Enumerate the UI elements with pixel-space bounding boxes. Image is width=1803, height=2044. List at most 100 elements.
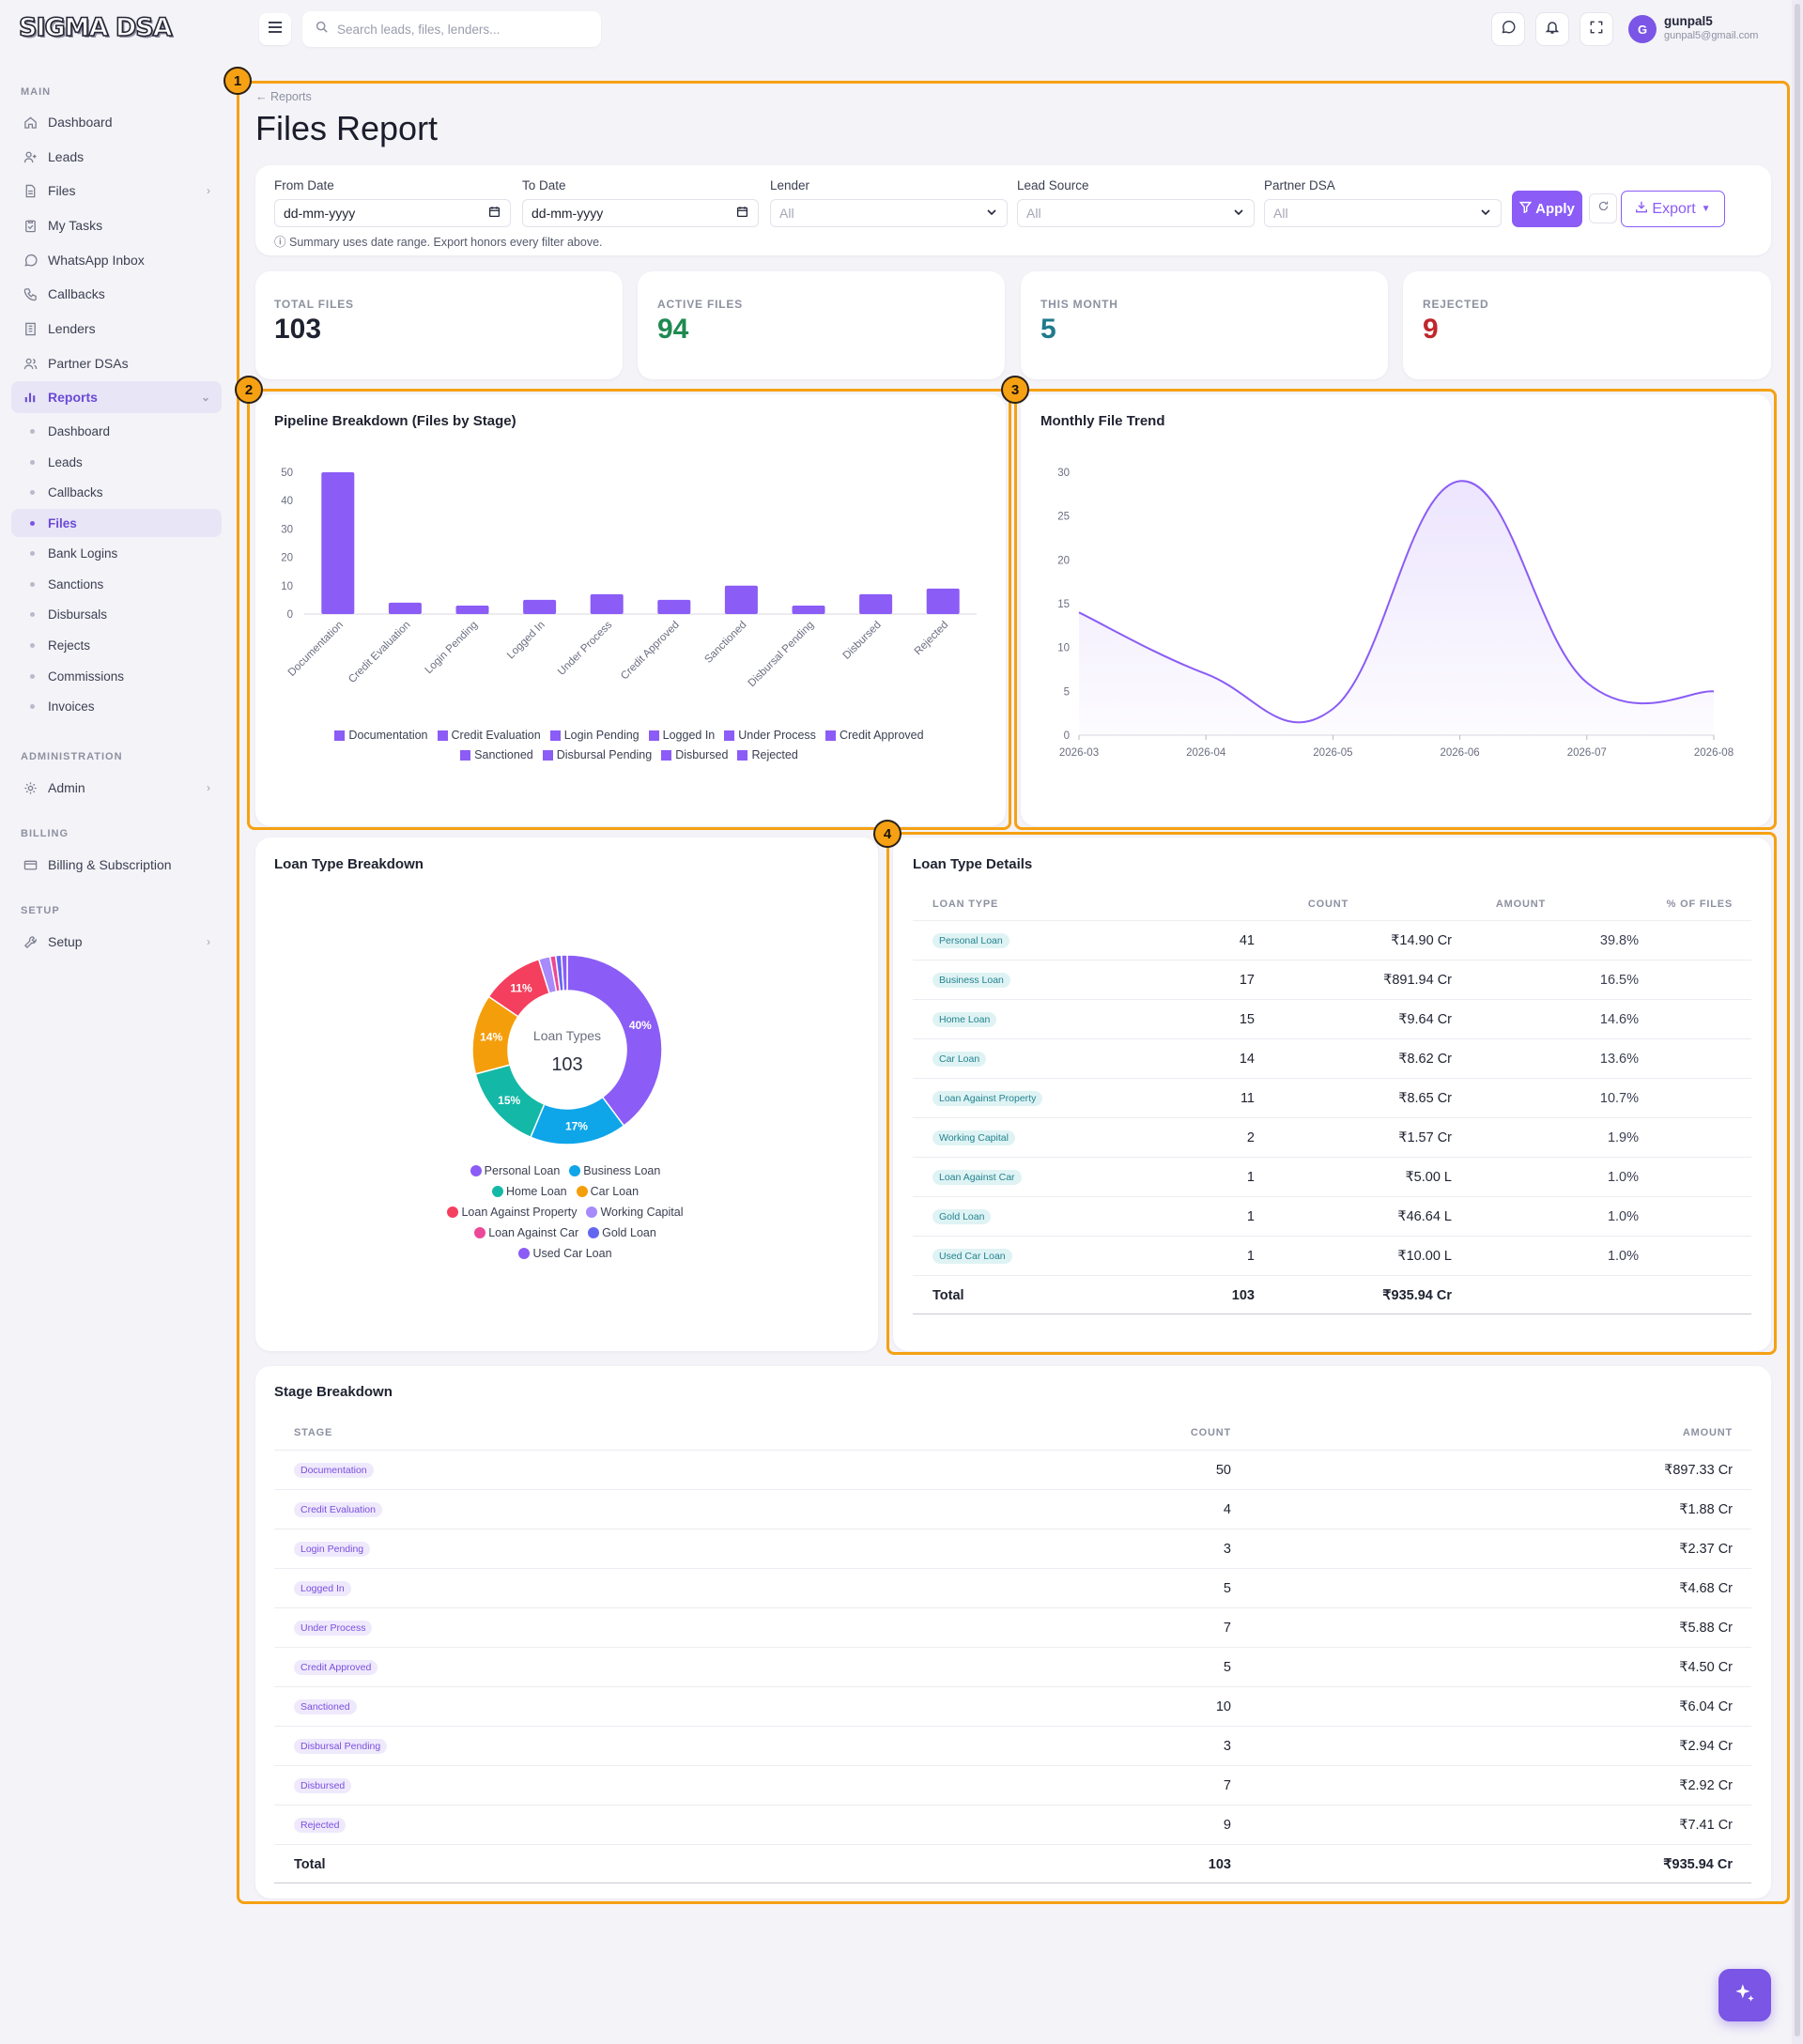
sidebar-item-partner-dsas[interactable]: Partner DSAs — [11, 347, 222, 379]
sidebar-item-files[interactable]: Files › — [11, 175, 222, 207]
sidebar-subitem-invoices[interactable]: Invoices — [11, 692, 222, 720]
kpi-value: 9 — [1423, 314, 1439, 345]
sidebar-item-admin[interactable]: Admin › — [11, 772, 222, 804]
legend-swatch — [737, 749, 748, 761]
apply-button[interactable]: Apply — [1512, 191, 1582, 227]
legend-item-personal-loan[interactable]: Personal Loan — [470, 1164, 560, 1177]
brand-logo[interactable]: SIGMA DSA — [18, 12, 173, 43]
kpi-label: TOTAL FILES — [274, 298, 354, 311]
legend-item-car-loan[interactable]: Car Loan — [576, 1185, 639, 1198]
legend-item-credit-evaluation[interactable]: Credit Evaluation — [437, 729, 541, 742]
sidebar-subitem-files[interactable]: Files — [11, 509, 222, 537]
bar-logged-in[interactable] — [523, 599, 557, 614]
bar-disbursal-pending[interactable] — [792, 605, 825, 614]
legend-item-working-capital[interactable]: Working Capital — [586, 1206, 684, 1219]
table-row: Personal Loan 41 ₹14.90 Cr 39.8% — [913, 920, 1751, 960]
whatsapp-button[interactable] — [1491, 12, 1525, 46]
partner-dsa-value: All — [1273, 206, 1288, 221]
stage-cell: Credit Approved — [294, 1648, 378, 1687]
legend-item-documentation[interactable]: Documentation — [334, 729, 428, 742]
sidebar-subitem-callbacks[interactable]: Callbacks — [11, 478, 222, 506]
from-date-input[interactable]: dd-mm-yyyy — [274, 199, 511, 227]
bar-disbursed[interactable] — [859, 593, 893, 614]
legend-item-sanctioned[interactable]: Sanctioned — [460, 748, 533, 761]
count-cell: 17 — [1239, 973, 1255, 988]
fullscreen-button[interactable] — [1580, 12, 1613, 46]
sidebar-item-lenders[interactable]: Lenders — [11, 313, 222, 345]
legend-item-login-pending[interactable]: Login Pending — [549, 729, 640, 742]
sidebar-item-billing[interactable]: Billing & Subscription — [11, 849, 222, 881]
donut-slice-used-car-loan[interactable] — [561, 954, 568, 991]
calendar-icon[interactable] — [488, 206, 501, 221]
table-row: Disbursal Pending 3 ₹2.94 Cr — [274, 1726, 1751, 1765]
bar-under-process[interactable] — [590, 593, 624, 614]
to-date-input[interactable]: dd-mm-yyyy — [522, 199, 759, 227]
bar-credit-evaluation[interactable] — [388, 602, 422, 614]
partner-dsa-select[interactable]: All — [1264, 199, 1502, 227]
building-icon — [23, 321, 38, 336]
avatar[interactable]: G — [1628, 15, 1657, 43]
breadcrumb[interactable]: ← Reports — [255, 90, 312, 103]
bar-rejected[interactable] — [926, 588, 960, 614]
ai-assistant-button[interactable] — [1718, 1969, 1771, 2021]
user-name[interactable]: gunpal5 — [1664, 14, 1713, 28]
lead-source-select[interactable]: All — [1017, 199, 1255, 227]
sidebar-item-leads[interactable]: Leads — [11, 141, 222, 173]
annotation-badge-4: 4 — [873, 820, 902, 848]
sidebar-subitem-dashboard[interactable]: Dashboard — [11, 417, 222, 445]
sidebar-item-reports[interactable]: Reports ⌄ — [11, 381, 222, 413]
bar-credit-approved[interactable] — [657, 599, 691, 614]
legend-item-loan-against-car[interactable]: Loan Against Car — [474, 1226, 578, 1239]
sidebar-subitem-sanctions[interactable]: Sanctions — [11, 570, 222, 598]
legend-item-business-loan[interactable]: Business Loan — [569, 1164, 660, 1177]
legend-item-loan-against-property[interactable]: Loan Against Property — [447, 1206, 577, 1219]
bar-sanctioned[interactable] — [724, 585, 758, 614]
page-scrollbar[interactable] — [1792, 0, 1803, 2044]
legend-item-disbursed[interactable]: Disbursed — [661, 748, 728, 761]
legend-item-home-loan[interactable]: Home Loan — [491, 1185, 567, 1198]
sidebar-item-whatsapp-inbox[interactable]: WhatsApp Inbox — [11, 244, 222, 276]
bar-documentation[interactable] — [321, 472, 355, 614]
search-input[interactable] — [337, 22, 581, 37]
loan-type-cell: Working Capital — [932, 1118, 1015, 1158]
pct-cell: 1.0% — [1607, 1249, 1639, 1264]
sidebar-subitem-commissions[interactable]: Commissions — [11, 662, 222, 690]
calendar-icon[interactable] — [736, 206, 748, 221]
to-date-value: dd-mm-yyyy — [532, 206, 604, 221]
sidebar-item-setup[interactable]: Setup › — [11, 926, 222, 958]
sidebar-subitem-leads[interactable]: Leads — [11, 448, 222, 476]
table-row: Used Car Loan 1 ₹10.00 L 1.0% — [913, 1236, 1751, 1275]
global-search[interactable] — [302, 11, 601, 47]
export-button[interactable]: Export ▼ — [1621, 191, 1725, 227]
legend-item-rejected[interactable]: Rejected — [737, 748, 798, 761]
legend-item-under-process[interactable]: Under Process — [724, 729, 816, 742]
trend-line[interactable] — [1078, 480, 1715, 724]
from-date-value: dd-mm-yyyy — [284, 206, 356, 221]
legend-item-disbursal-pending[interactable]: Disbursal Pending — [542, 748, 652, 761]
legend-label: Rejected — [751, 748, 798, 761]
amount-cell: ₹5.88 Cr — [1679, 1621, 1733, 1636]
sidebar-subitem-bank-logins[interactable]: Bank Logins — [11, 539, 222, 567]
scrollbar-thumb[interactable] — [1795, 4, 1800, 2036]
reset-button[interactable] — [1589, 193, 1617, 223]
amount-cell: ₹5.00 L — [1405, 1170, 1452, 1185]
legend-item-used-car-loan[interactable]: Used Car Loan — [518, 1247, 612, 1260]
menu-toggle-button[interactable] — [259, 13, 291, 45]
sidebar-item-callbacks[interactable]: Callbacks — [11, 278, 222, 310]
sidebar-item-label: My Tasks — [48, 218, 103, 233]
legend-item-credit-approved[interactable]: Credit Approved — [824, 729, 924, 742]
legend-item-gold-loan[interactable]: Gold Loan — [588, 1226, 656, 1239]
donut-slice-personal-loan[interactable] — [566, 954, 663, 1128]
sidebar-subitem-rejects[interactable]: Rejects — [11, 631, 222, 659]
table-row: Business Loan 17 ₹891.94 Cr 16.5% — [913, 960, 1751, 999]
sidebar-item-dashboard[interactable]: Dashboard — [11, 106, 222, 138]
trend-chart-title: Monthly File Trend — [1040, 413, 1165, 429]
notifications-button[interactable] — [1535, 12, 1569, 46]
sidebar-item-my-tasks[interactable]: My Tasks — [11, 209, 222, 241]
count-cell: 14 — [1239, 1052, 1255, 1067]
sidebar-subitem-disbursals[interactable]: Disbursals — [11, 600, 222, 628]
lender-select[interactable]: All — [770, 199, 1008, 227]
bar-login-pending[interactable] — [455, 605, 489, 614]
stage-pill: Credit Evaluation — [294, 1502, 382, 1517]
legend-item-logged-in[interactable]: Logged In — [648, 729, 715, 742]
